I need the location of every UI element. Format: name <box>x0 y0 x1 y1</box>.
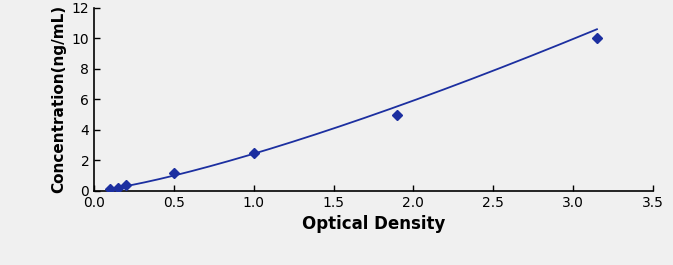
X-axis label: Optical Density: Optical Density <box>302 215 446 233</box>
Y-axis label: Concentration(ng/mL): Concentration(ng/mL) <box>51 5 66 193</box>
